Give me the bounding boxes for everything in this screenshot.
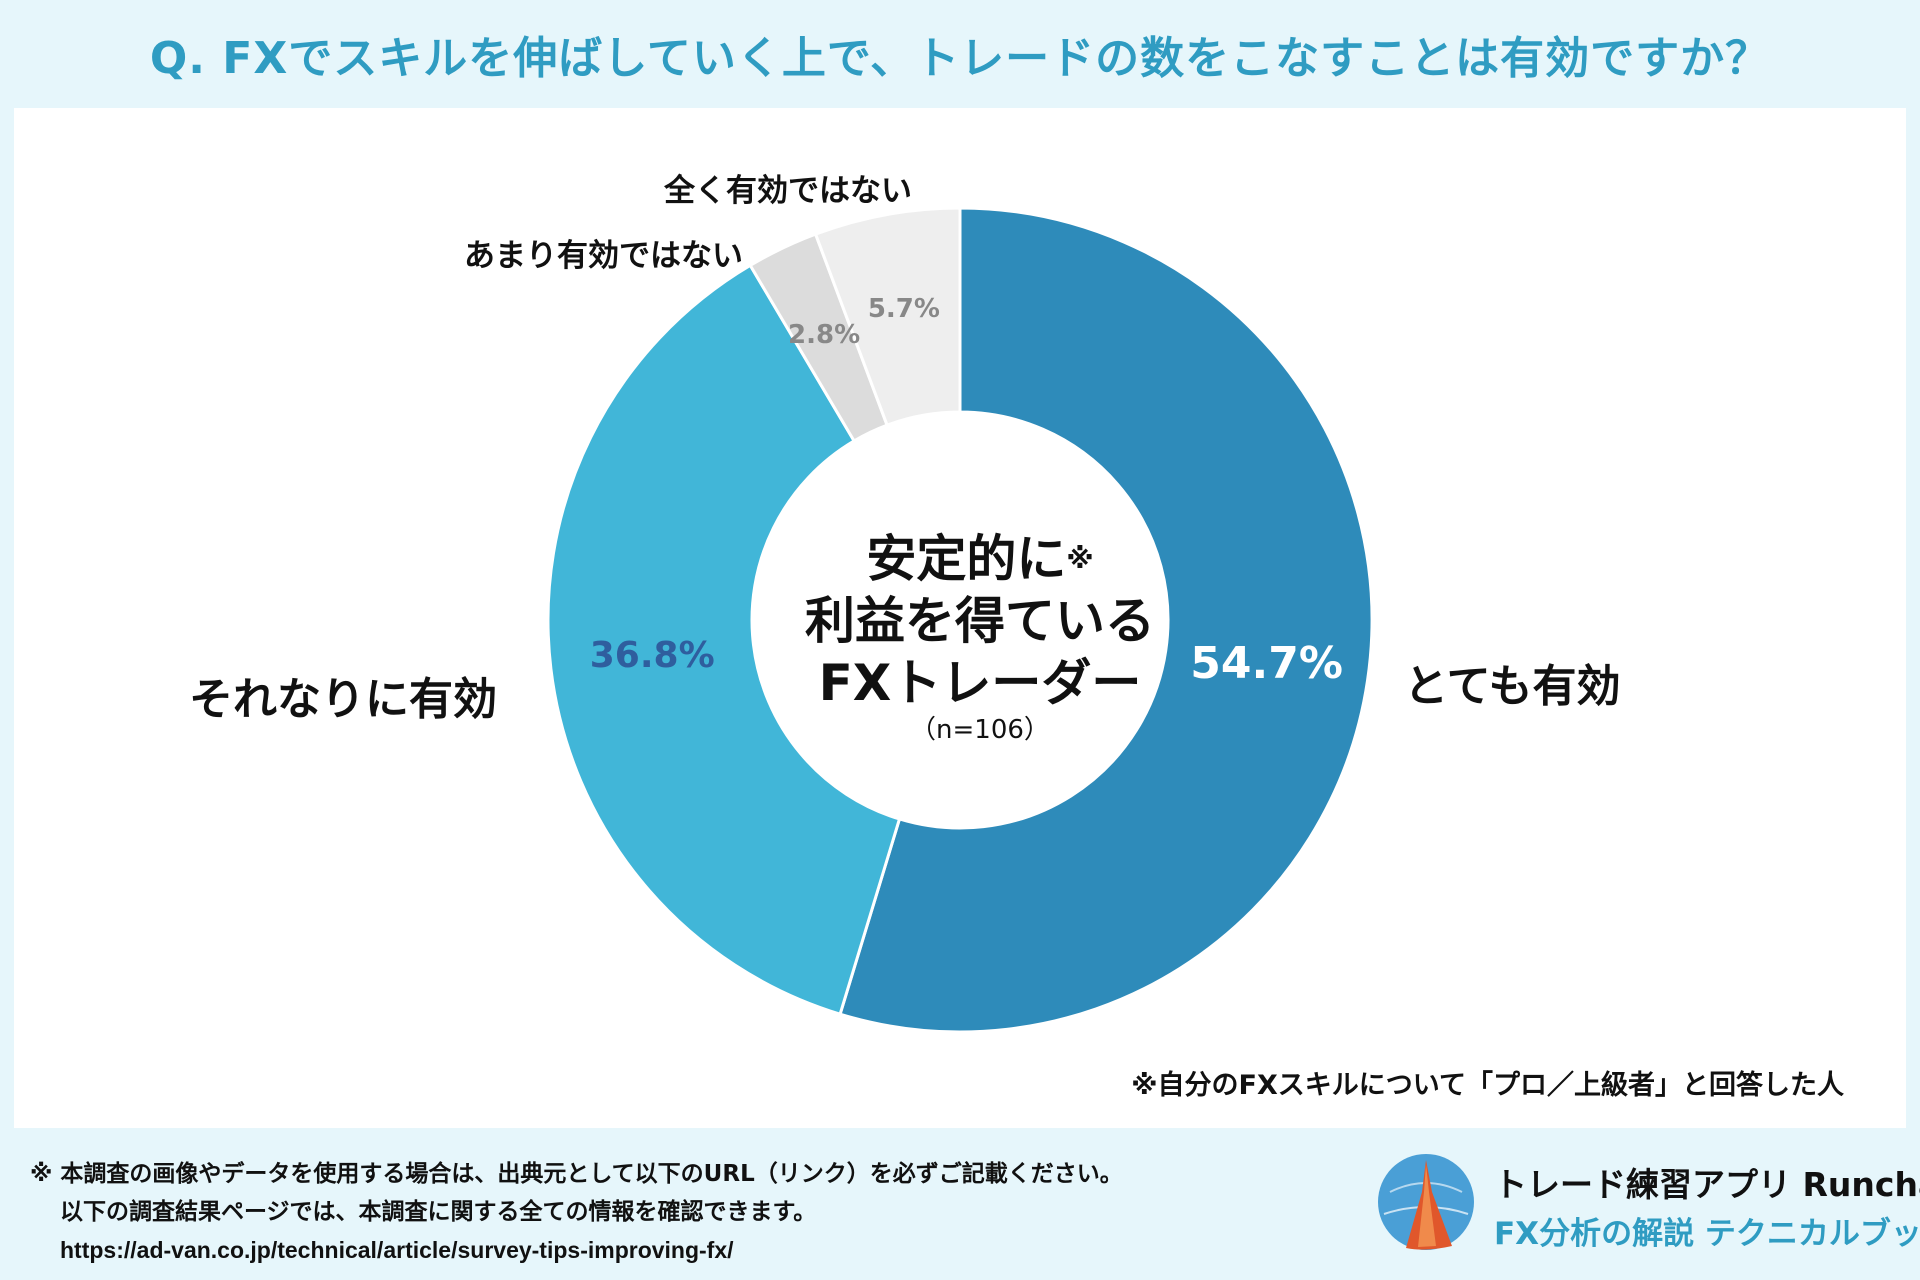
runcha-logo-icon bbox=[1378, 1154, 1474, 1250]
donut-center-text: 安定的に※ 利益を得ている FXトレーダー （n=106） bbox=[780, 528, 1180, 746]
value-label-somewhat-effective: 36.8% bbox=[589, 634, 715, 676]
value-label-not-very-effective: 2.8% bbox=[788, 319, 861, 350]
chart-footnote: ※自分のFXスキルについて「プロ／上級者」と回答した人 bbox=[1131, 1070, 1844, 1101]
category-label-not-very-effective: あまり有効ではない bbox=[464, 238, 743, 274]
brand-block: トレード練習アプリ Runcha FX分析の解説 テクニカルブック bbox=[1376, 1150, 1920, 1260]
brand-subtitle: FX分析の解説 テクニカルブック bbox=[1494, 1216, 1920, 1252]
center-line-1: 安定的に※ bbox=[866, 530, 1094, 588]
value-label-not-effective-at-all: 5.7% bbox=[867, 293, 940, 324]
source-notice: ※ 本調査の画像やデータを使用する場合は、出典元として以下のURL（リンク）を必… bbox=[30, 1155, 1123, 1269]
value-label-very-effective: 54.7% bbox=[1190, 638, 1343, 690]
donut-chart bbox=[546, 206, 1374, 1034]
sample-size: （n=106） bbox=[910, 715, 1050, 745]
slice-very-effective bbox=[838, 206, 1374, 1034]
center-line-3: FXトレーダー bbox=[818, 654, 1142, 712]
brand-name: トレード練習アプリ Runcha bbox=[1494, 1165, 1920, 1204]
category-label-somewhat-effective: それなりに有効 bbox=[189, 674, 497, 725]
chart-panel: とても有効 それなりに有効 あまり有効ではない 全く有効ではない 54.7% 36… bbox=[14, 108, 1906, 1128]
slice-not-effective-at-all bbox=[813, 206, 962, 428]
source-url-link[interactable]: https://ad-van.co.jp/technical/article/s… bbox=[60, 1237, 734, 1263]
chart-title: Q. FXでスキルを伸ばしていく上で、トレードの数をこなすことは有効ですか？ bbox=[149, 33, 1771, 84]
category-label-not-effective-at-all: 全く有効ではない bbox=[664, 173, 912, 209]
source-notice-line-1: ※ 本調査の画像やデータを使用する場合は、出典元として以下のURL（リンク）を必… bbox=[30, 1161, 1123, 1187]
category-label-very-effective: とても有効 bbox=[1404, 661, 1621, 712]
source-notice-line-2: 以下の調査結果ページでは、本調査に関する全ての情報を確認できます。 bbox=[60, 1199, 817, 1225]
slice-somewhat-effective bbox=[546, 263, 902, 1017]
center-asterisk-mark: ※ bbox=[1066, 542, 1094, 575]
center-line-2: 利益を得ている bbox=[805, 592, 1155, 650]
